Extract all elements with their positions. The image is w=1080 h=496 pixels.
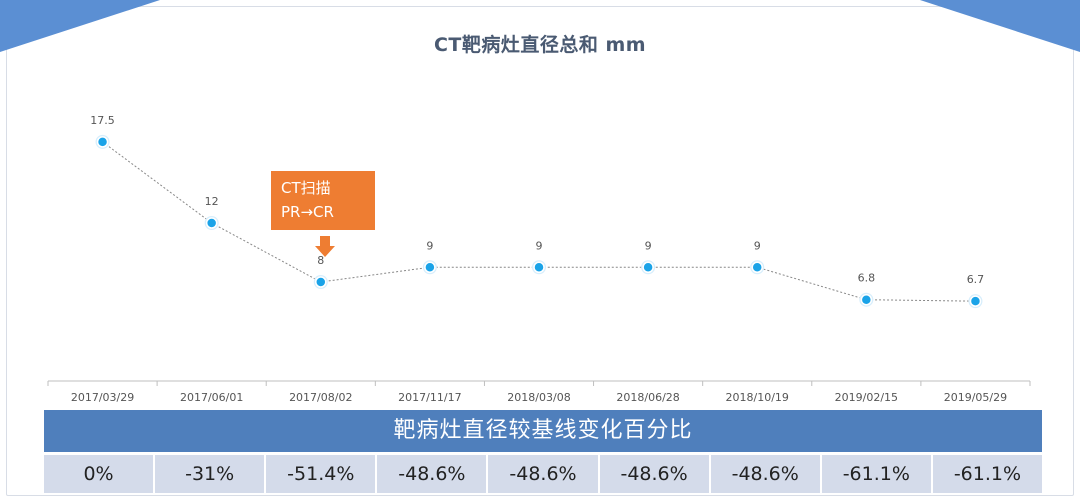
x-axis: 2017/03/29 2017/06/01 2017/08/02 2017/11/17… bbox=[47, 380, 1031, 404]
x-tick-label: 2018/10/19 bbox=[726, 391, 789, 404]
data-point bbox=[96, 136, 109, 148]
data-point bbox=[533, 261, 545, 273]
data-labels: 17.5 12 8 9 9 9 9 6.8 6.7 bbox=[90, 114, 984, 286]
x-tick-label: 2018/06/28 bbox=[616, 391, 679, 404]
data-label: 9 bbox=[536, 239, 543, 252]
percent-change-table: 靶病灶直径较基线变化百分比 0% -31% -51.4% -48.6% -48.6% -4… bbox=[44, 410, 1042, 493]
annotation-line2: PR→CR bbox=[281, 203, 334, 221]
data-label: 17.5 bbox=[90, 114, 115, 127]
table-row: 0% -31% -51.4% -48.6% -48.6% -48.6% -48.6% -61.… bbox=[44, 455, 1042, 493]
table-cell: -48.6% bbox=[710, 455, 822, 493]
x-tick-label: 2017/11/17 bbox=[398, 391, 461, 404]
corner-decoration-left bbox=[0, 0, 160, 52]
line-chart: 2017/03/29 2017/06/01 2017/08/02 2017/11/17… bbox=[47, 114, 1031, 404]
series-line bbox=[102, 141, 976, 302]
data-point bbox=[315, 276, 327, 288]
table-header: 靶病灶直径较基线变化百分比 bbox=[44, 410, 1042, 455]
table-cell: 0% bbox=[44, 455, 156, 493]
data-point bbox=[642, 261, 654, 273]
x-tick-label: 2017/03/29 bbox=[71, 391, 134, 404]
data-point bbox=[424, 261, 436, 273]
table-cell: -48.6% bbox=[377, 455, 489, 493]
table-cell: -51.4% bbox=[266, 455, 378, 493]
down-arrow-icon bbox=[315, 236, 335, 257]
data-point bbox=[205, 217, 218, 229]
table-cell: -31% bbox=[155, 455, 267, 493]
x-tick-label: 2017/06/01 bbox=[180, 391, 243, 404]
table-cell: -48.6% bbox=[599, 455, 711, 493]
chart-title: CT靶病灶直径总和 mm bbox=[433, 34, 647, 56]
x-tick-label: 2018/03/08 bbox=[507, 391, 570, 404]
data-points bbox=[95, 134, 983, 309]
data-label: 9 bbox=[754, 239, 761, 252]
data-label: 6.8 bbox=[858, 272, 876, 285]
data-point bbox=[860, 293, 873, 306]
annotation-callout: CT扫描 PR→CR bbox=[271, 171, 375, 230]
x-tick-label: 2019/02/15 bbox=[835, 391, 898, 404]
data-point bbox=[751, 261, 763, 273]
x-tick-label: 2017/08/02 bbox=[289, 391, 352, 404]
table-cell: -61.1% bbox=[932, 455, 1042, 493]
table-cell: -48.6% bbox=[488, 455, 600, 493]
data-label: 12 bbox=[205, 195, 219, 208]
data-label: 6.7 bbox=[967, 273, 985, 286]
x-tick-label: 2019/05/29 bbox=[944, 391, 1007, 404]
table-cell: -61.1% bbox=[821, 455, 933, 493]
data-point bbox=[969, 295, 982, 307]
corner-decoration-right bbox=[920, 0, 1080, 52]
annotation-line1: CT扫描 bbox=[281, 179, 331, 197]
data-label: 9 bbox=[426, 239, 433, 252]
data-label: 9 bbox=[645, 239, 652, 252]
series-line-group bbox=[102, 141, 976, 302]
data-label: 8 bbox=[317, 254, 324, 267]
